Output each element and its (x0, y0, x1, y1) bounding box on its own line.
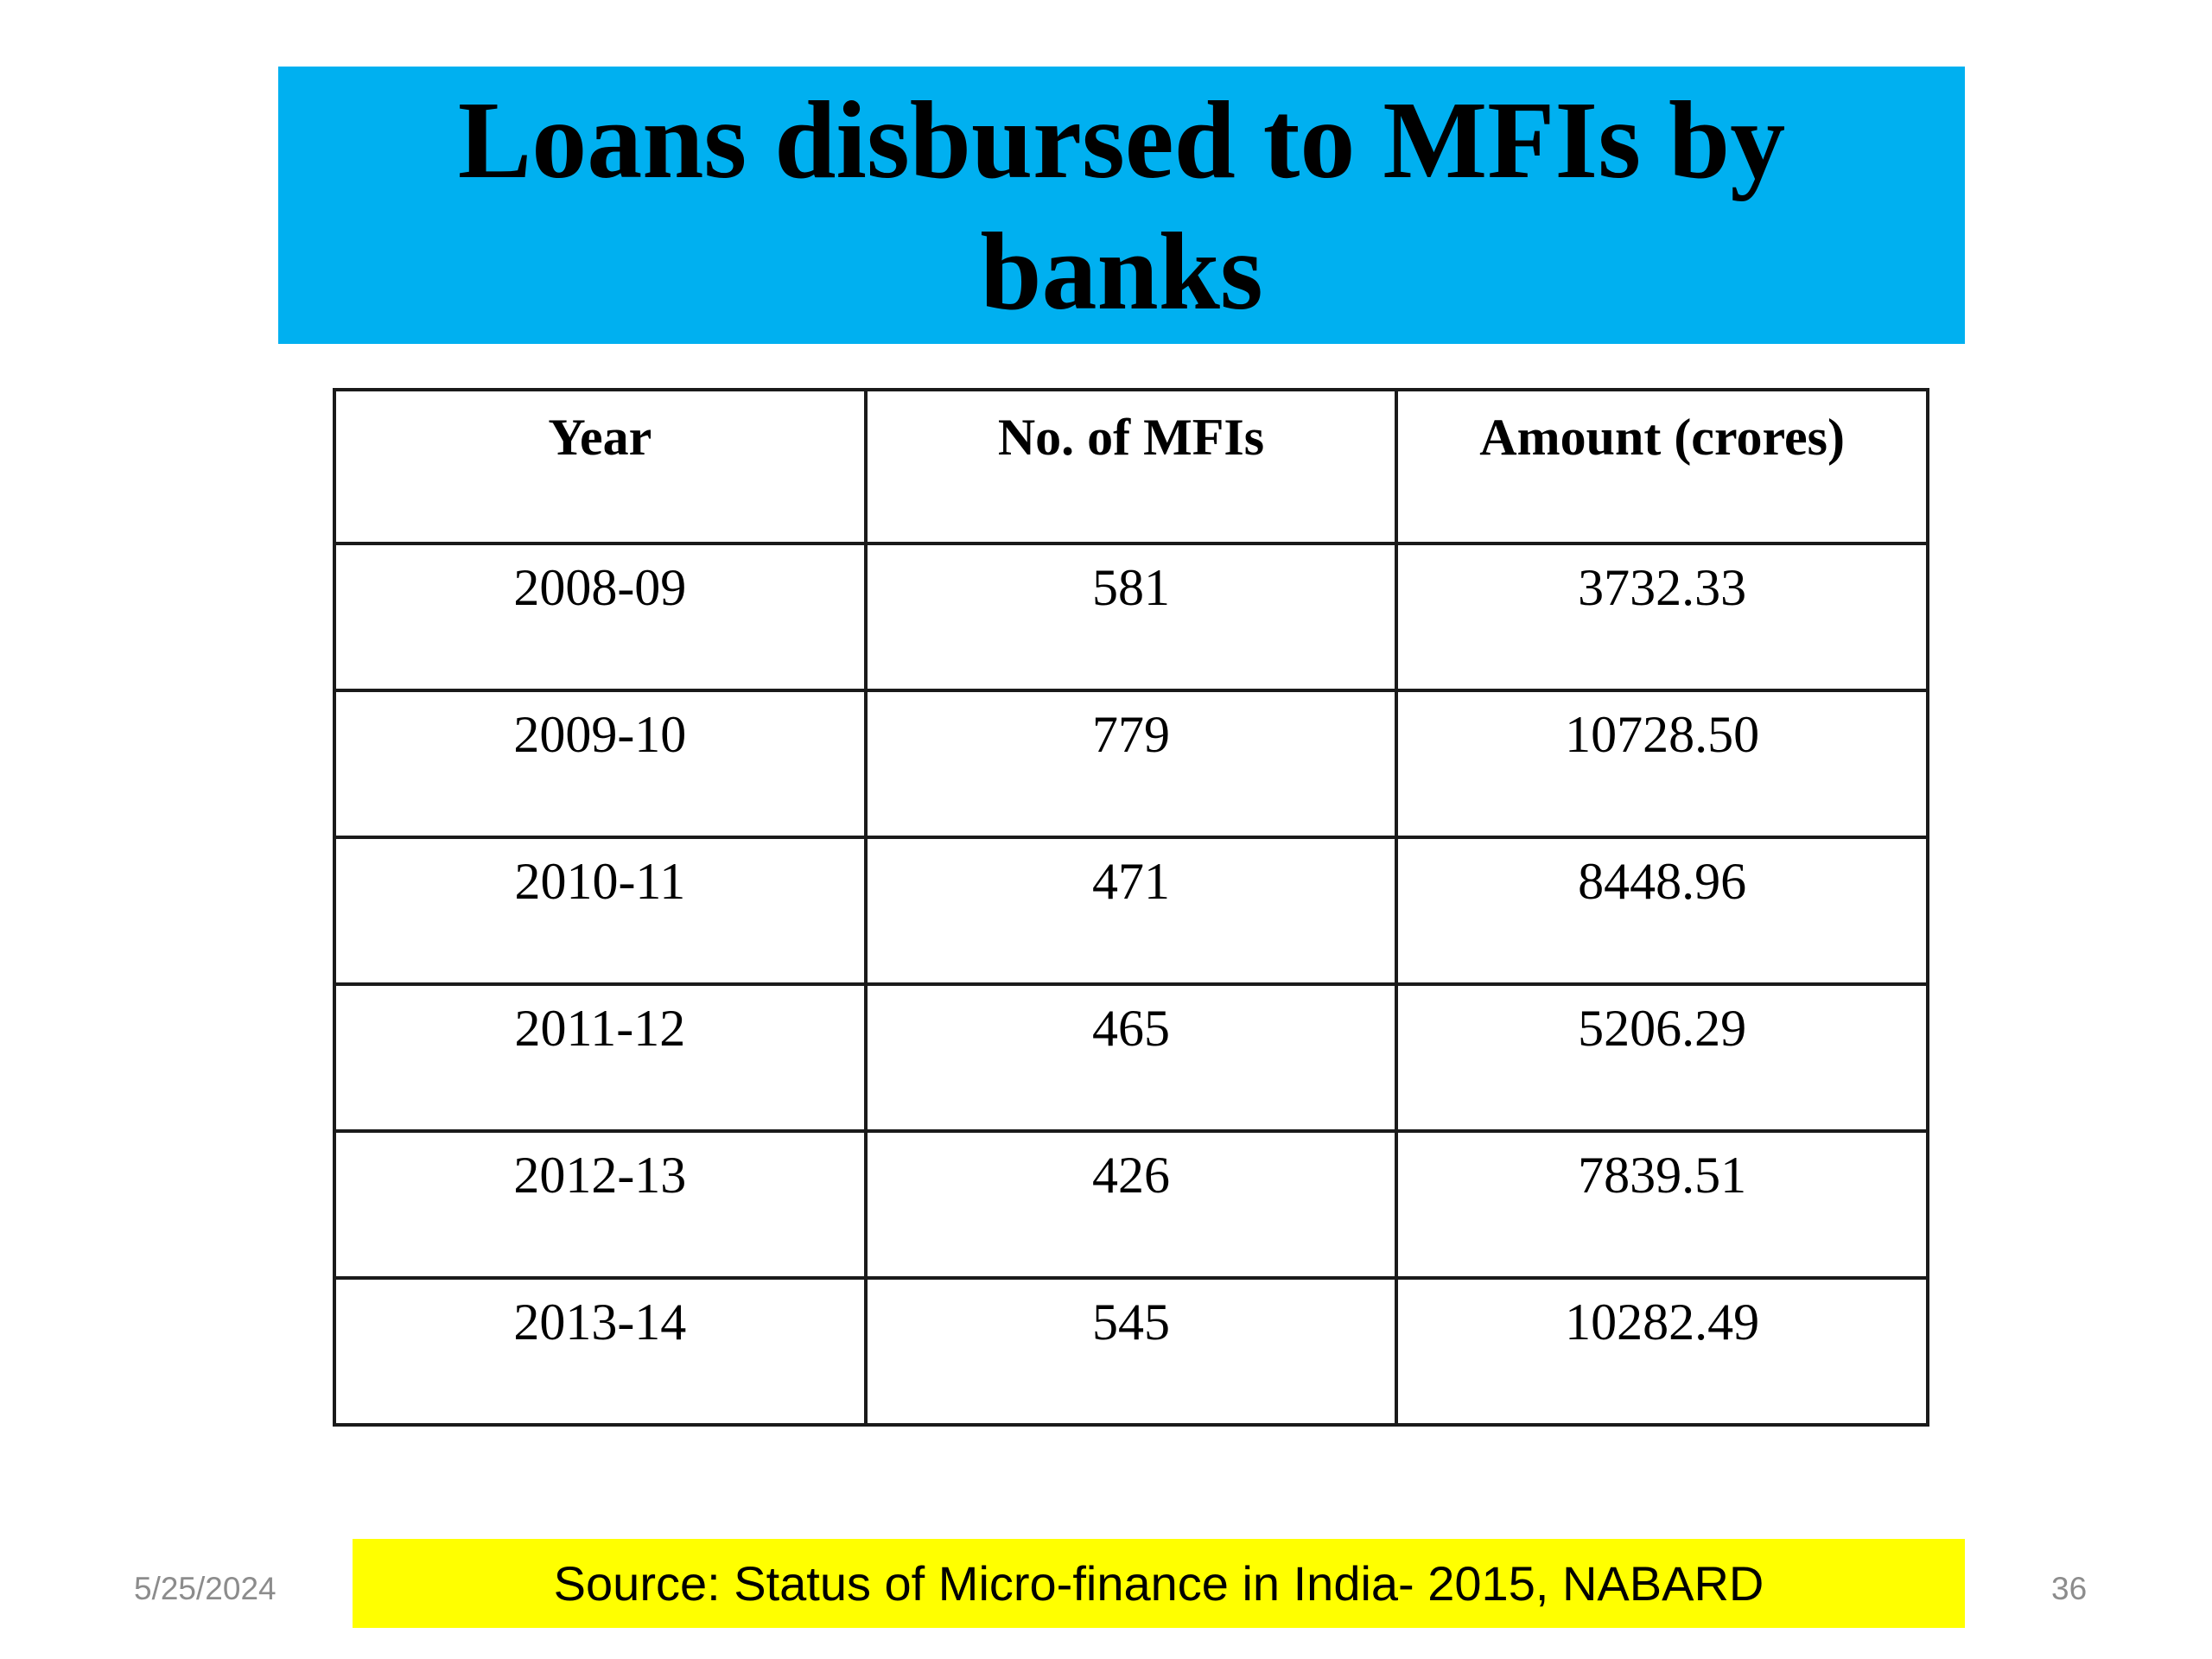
table-header-row: Year No. of MFIs Amount (crores) (333, 388, 1929, 545)
table-row: 2012-13 426 7839.51 (333, 1129, 1929, 1280)
table-row: 2008-09 581 3732.33 (333, 542, 1929, 692)
page-number: 36 (2051, 1571, 2088, 1606)
source-banner: Source: Status of Micro-finance in India… (353, 1539, 1965, 1628)
cell-amount: 8448.96 (1395, 836, 1929, 986)
loans-table: Year No. of MFIs Amount (crores) 2008-09… (333, 388, 1929, 1427)
cell-year: 2009-10 (333, 689, 868, 839)
source-citation: Source: Status of Micro-finance in India… (553, 1556, 1764, 1611)
cell-amount: 10282.49 (1395, 1276, 1929, 1427)
table-row: 2013-14 545 10282.49 (333, 1276, 1929, 1427)
cell-amount: 3732.33 (1395, 542, 1929, 692)
cell-amount: 5206.29 (1395, 982, 1929, 1133)
cell-no-of-mfis: 471 (863, 836, 1399, 986)
cell-no-of-mfis: 465 (863, 982, 1399, 1133)
cell-no-of-mfis: 779 (863, 689, 1399, 839)
cell-year: 2008-09 (333, 542, 868, 692)
cell-year: 2010-11 (333, 836, 868, 986)
slide-title: Loans disbursed to MFIs by banks (457, 78, 1786, 333)
table-row: 2011-12 465 5206.29 (333, 982, 1929, 1133)
title-banner: Loans disbursed to MFIs by banks (278, 67, 1965, 344)
cell-year: 2013-14 (333, 1276, 868, 1427)
footer-date: 5/25/2024 (134, 1571, 276, 1606)
table-row: 2009-10 779 10728.50 (333, 689, 1929, 839)
cell-amount: 7839.51 (1395, 1129, 1929, 1280)
cell-no-of-mfis: 545 (863, 1276, 1399, 1427)
cell-no-of-mfis: 426 (863, 1129, 1399, 1280)
cell-no-of-mfis: 581 (863, 542, 1399, 692)
header-no-of-mfis: No. of MFIs (863, 388, 1399, 545)
header-year: Year (333, 388, 868, 545)
cell-year: 2012-13 (333, 1129, 868, 1280)
cell-amount: 10728.50 (1395, 689, 1929, 839)
header-amount: Amount (crores) (1395, 388, 1929, 545)
table-row: 2010-11 471 8448.96 (333, 836, 1929, 986)
cell-year: 2011-12 (333, 982, 868, 1133)
